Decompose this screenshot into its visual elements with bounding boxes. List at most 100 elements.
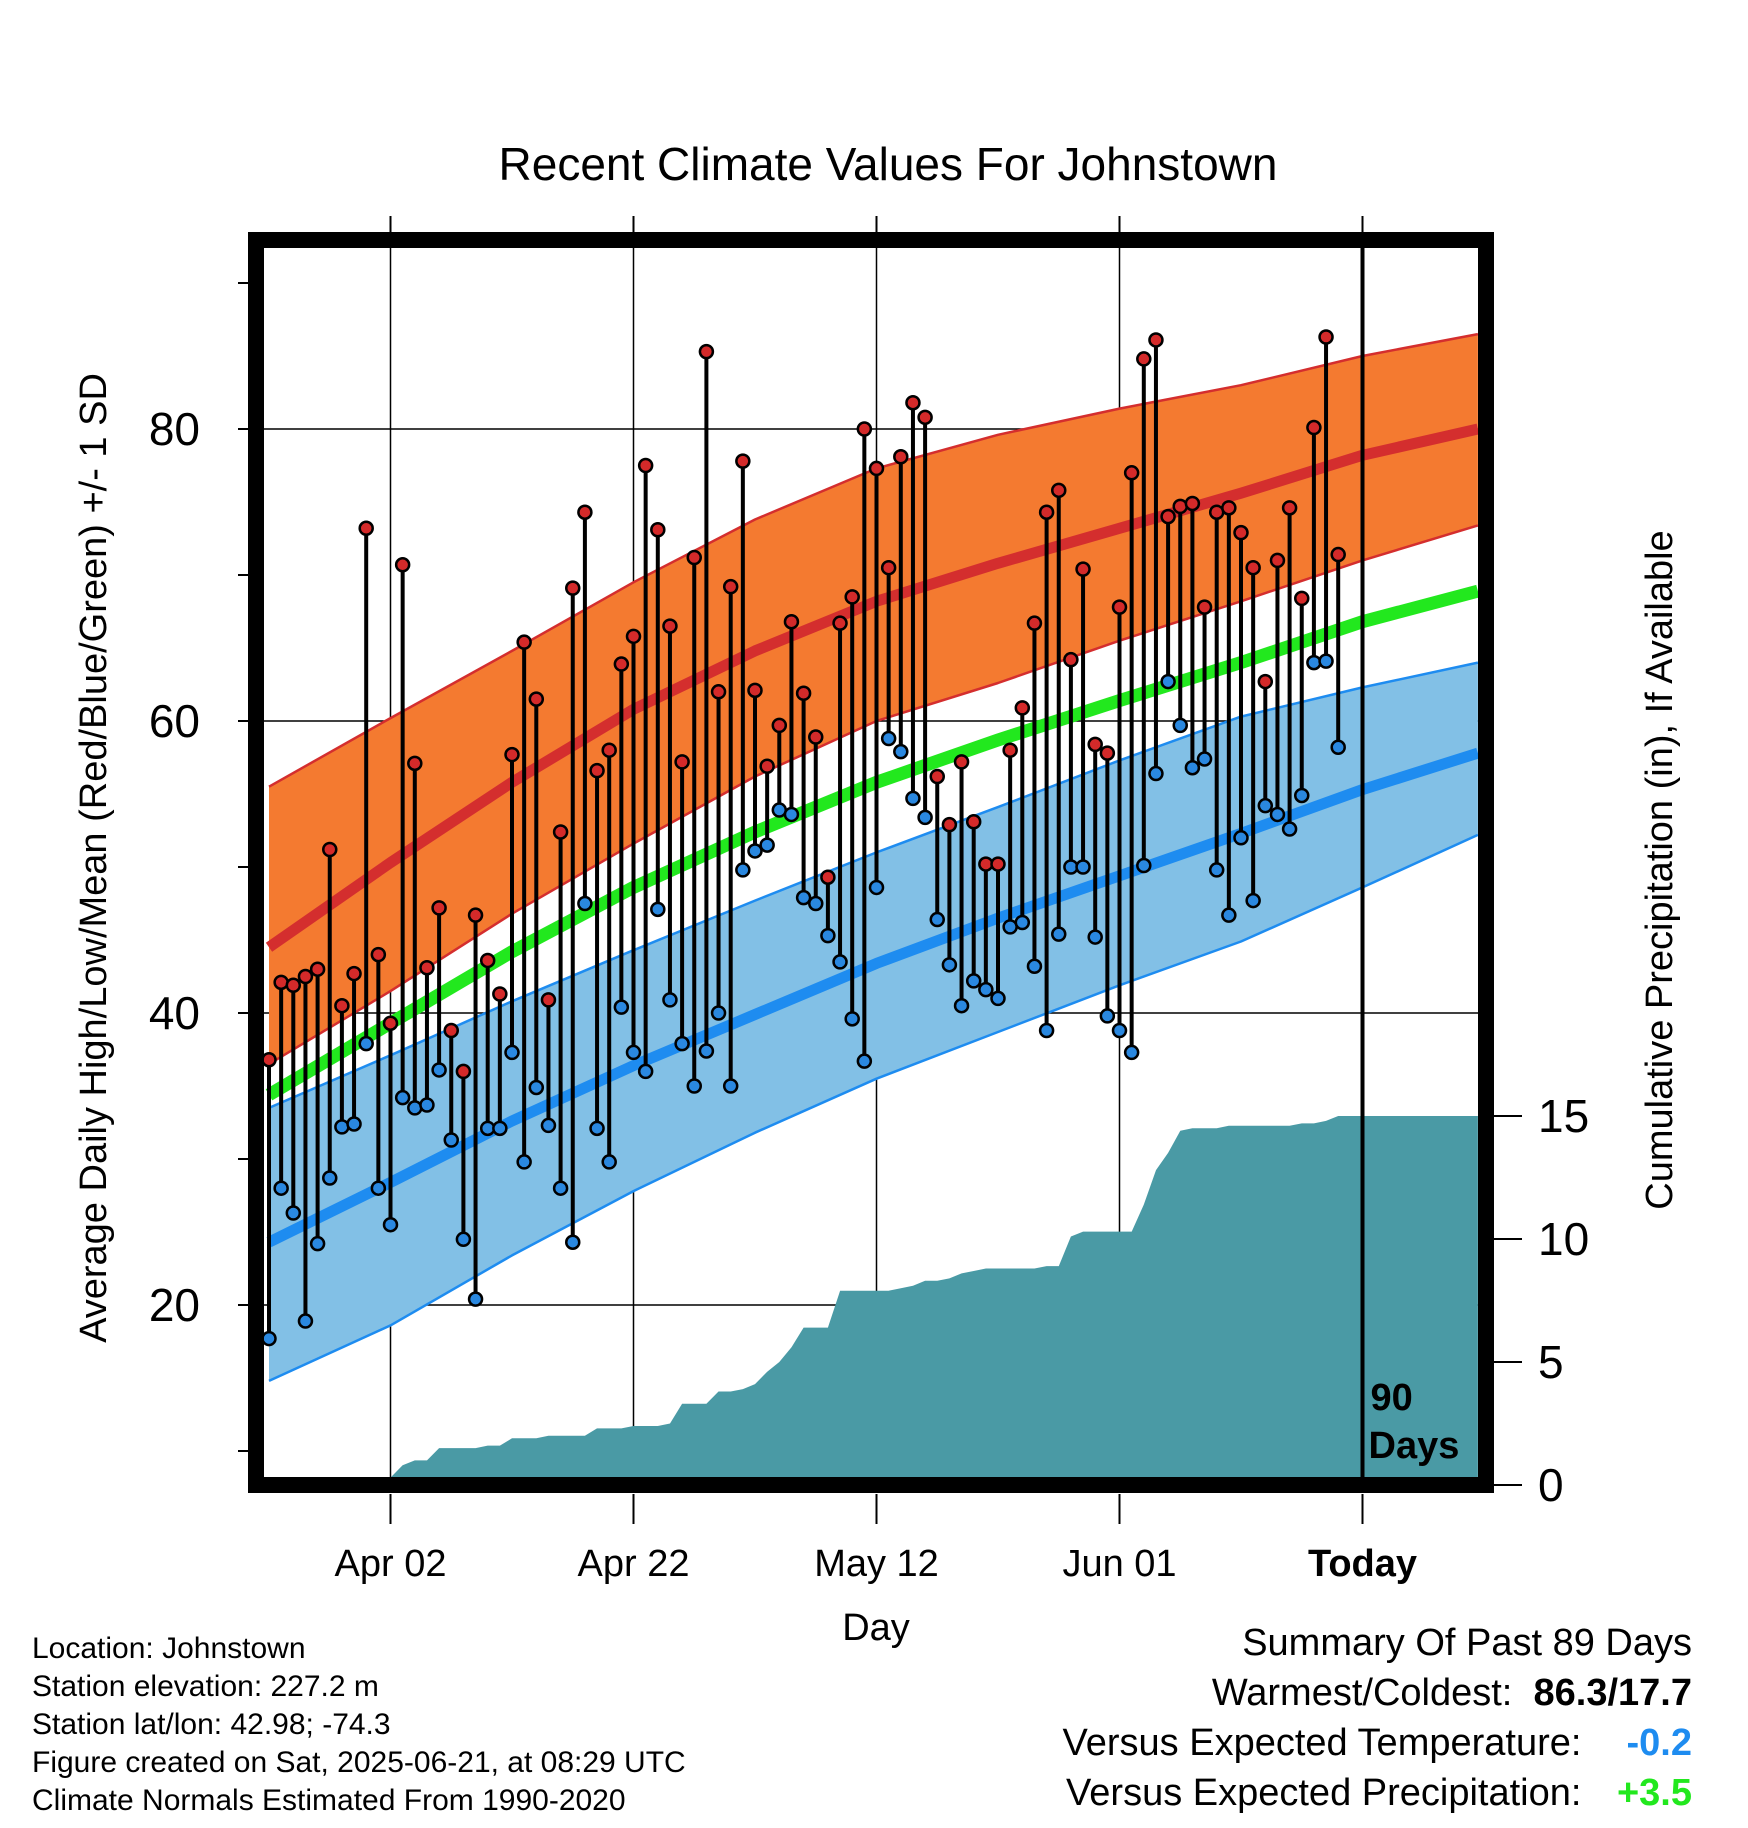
- temp-anomaly-value: -0.2: [1626, 1722, 1692, 1764]
- daily-high-point: [1245, 559, 1261, 576]
- daily-high-point: [1306, 419, 1322, 436]
- daily-low-point: [783, 806, 800, 823]
- daily-high-point: [868, 460, 885, 477]
- daily-low-point: [1221, 907, 1237, 923]
- daily-low-point: [322, 1170, 338, 1186]
- daily-high-point: [1257, 673, 1274, 690]
- daily-low-point: [540, 1117, 557, 1134]
- daily-high-point: [1233, 524, 1249, 541]
- daily-low-point: [297, 1313, 314, 1329]
- daily-high-point: [334, 997, 350, 1014]
- daily-high-point: [601, 742, 617, 758]
- daily-high-point: [1184, 495, 1201, 512]
- today-days-number: 90: [1371, 1377, 1413, 1419]
- warm-cold-row: Warmest/Coldest: 86.3/17.7: [1063, 1668, 1692, 1718]
- daily-low-point: [370, 1180, 387, 1196]
- daily-high-point: [370, 946, 387, 963]
- daily-high-point: [577, 504, 593, 520]
- daily-low-point: [625, 1044, 642, 1061]
- daily-high-point: [820, 869, 836, 885]
- daily-high-point: [1318, 329, 1334, 345]
- daily-low-point: [504, 1044, 520, 1061]
- daily-high-point: [1172, 498, 1188, 515]
- y-tick-label: 20: [149, 1279, 200, 1331]
- created-text: Figure created on Sat, 2025-06-21, at 08…: [32, 1746, 686, 1779]
- daily-high-point: [1281, 500, 1298, 516]
- daily-high-point: [941, 816, 958, 833]
- daily-high-point: [771, 717, 788, 734]
- daily-high-point: [1196, 599, 1213, 615]
- daily-high-point: [552, 824, 569, 840]
- daily-high-point: [637, 457, 654, 474]
- x-tick-label: Apr 02: [335, 1543, 447, 1585]
- daily-low-point: [334, 1119, 350, 1135]
- daily-high-point: [844, 589, 860, 605]
- daily-low-point: [832, 954, 848, 970]
- daily-high-point: [322, 841, 338, 858]
- daily-high-point: [783, 613, 800, 630]
- daily-low-point: [1160, 673, 1176, 690]
- daily-high-point: [795, 685, 812, 702]
- y-tick-label: 60: [149, 695, 200, 747]
- x-axis-label: Day: [842, 1607, 910, 1649]
- daily-low-point: [1075, 859, 1091, 875]
- daily-high-point: [1111, 599, 1128, 615]
- daily-high-point: [698, 343, 715, 360]
- daily-high-point: [565, 580, 581, 596]
- daily-high-point: [443, 1022, 459, 1039]
- x-tick-label: Jun 01: [1062, 1543, 1176, 1585]
- daily-high-point: [880, 559, 897, 576]
- daily-high-point: [516, 634, 532, 650]
- daily-high-point: [625, 628, 642, 645]
- daily-high-point: [479, 952, 496, 969]
- daily-low-point: [1111, 1022, 1128, 1039]
- warm-cold-separator: /: [1607, 1672, 1619, 1714]
- daily-high-point: [309, 961, 326, 977]
- daily-high-point: [1160, 508, 1176, 525]
- daily-low-point: [722, 1078, 739, 1094]
- daily-low-point: [1123, 1044, 1140, 1061]
- daily-high-point: [589, 762, 605, 779]
- daily-low-point: [978, 981, 994, 998]
- precip-anomaly-row: Versus Expected Precipitation: +3.5: [1063, 1768, 1692, 1818]
- daily-low-point: [637, 1063, 654, 1080]
- daily-low-point: [1172, 717, 1188, 734]
- temp-anomaly-row: Versus Expected Temperature: -0.2: [1063, 1718, 1692, 1768]
- daily-high-point: [990, 856, 1006, 872]
- summary-panel: Summary Of Past 89 Days Warmest/Coldest:…: [1063, 1618, 1692, 1818]
- daily-high-point: [1002, 742, 1018, 758]
- daily-low-point: [309, 1235, 326, 1252]
- daily-high-point: [1148, 332, 1164, 348]
- daily-high-point: [285, 977, 302, 994]
- daily-high-point: [419, 959, 435, 976]
- daily-high-point: [953, 754, 970, 770]
- daily-high-point: [893, 448, 909, 465]
- daily-low-point: [905, 790, 921, 807]
- y2-tick-label: 5: [1538, 1336, 1564, 1388]
- daily-low-point: [528, 1079, 545, 1096]
- daily-high-point: [297, 968, 314, 985]
- plot-area: 90 Days: [256, 240, 1486, 1485]
- daily-low-point: [686, 1078, 702, 1094]
- daily-high-point: [674, 754, 690, 770]
- daily-low-point: [407, 1100, 423, 1116]
- daily-low-point: [1318, 653, 1334, 669]
- precip-anomaly-label: Versus Expected Precipitation:: [1066, 1772, 1582, 1814]
- daily-low-point: [929, 911, 945, 928]
- daily-high-point: [431, 900, 447, 916]
- latlon-text: Station lat/lon: 42.98; -74.3: [32, 1708, 391, 1741]
- daily-high-point: [929, 768, 945, 785]
- warm-cold-label: Warmest/Coldest:: [1211, 1672, 1513, 1714]
- daily-high-point: [528, 691, 545, 707]
- daily-low-point: [1038, 1022, 1055, 1039]
- daily-high-point: [1123, 465, 1140, 481]
- daily-low-point: [1148, 765, 1164, 782]
- daily-low-point: [431, 1062, 447, 1078]
- daily-low-point: [1208, 862, 1225, 878]
- daily-low-point: [1184, 759, 1201, 776]
- daily-low-point: [1294, 787, 1310, 804]
- daily-low-point: [394, 1089, 411, 1106]
- y-tick-label: 80: [149, 403, 200, 455]
- daily-low-point: [1051, 926, 1067, 942]
